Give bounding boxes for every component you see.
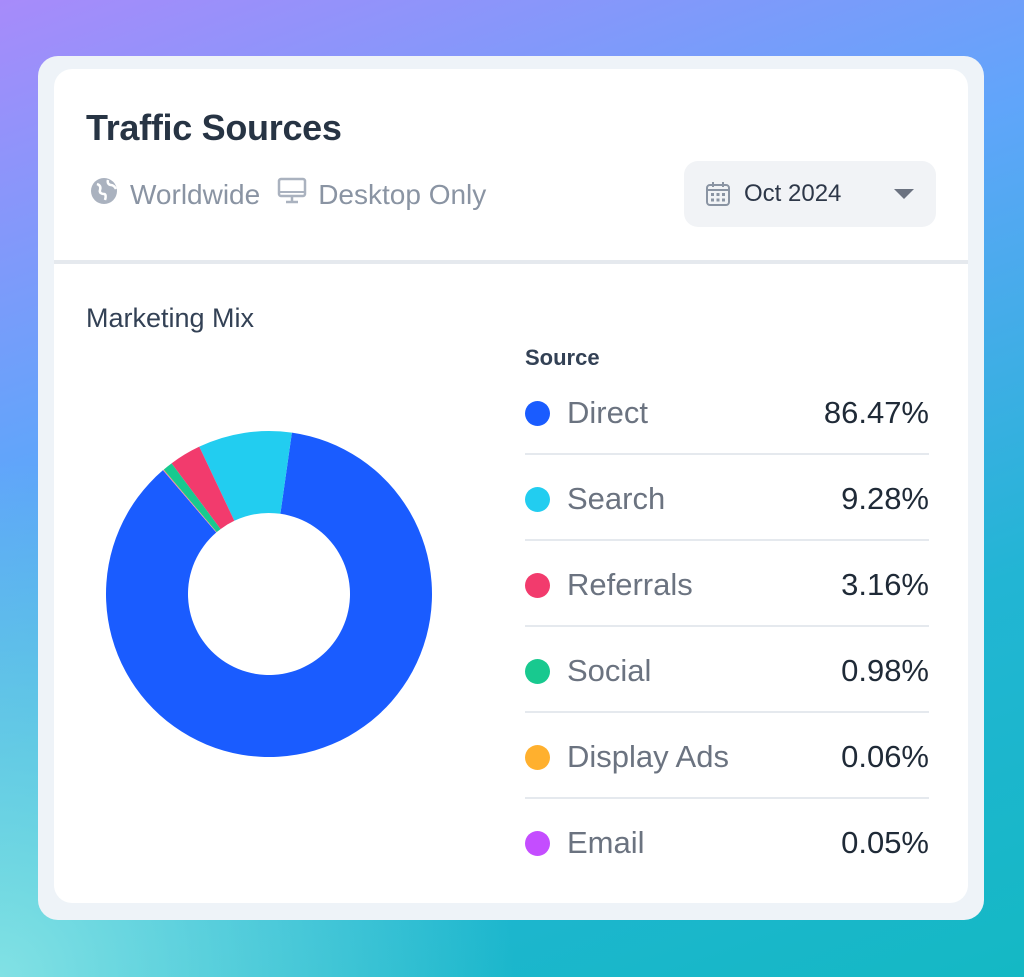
date-selector[interactable]: Oct 2024 [684, 161, 936, 227]
legend-row-direct[interactable]: Direct 86.47% [525, 369, 929, 455]
calendar-icon [704, 180, 732, 208]
card-title: Traffic Sources [86, 107, 342, 148]
legend-dot-display-ads [525, 745, 550, 770]
donut-slice-email[interactable] [162, 469, 217, 533]
monitor-icon [276, 175, 318, 214]
legend-value-direct: 86.47% [823, 395, 929, 430]
legend-dot-direct [525, 401, 550, 426]
legend-label-social: Social [567, 653, 652, 688]
legend-label-display-ads: Display Ads [567, 739, 729, 774]
filter-meta: Worldwide Desktop Only [88, 175, 502, 214]
device-filter: Desktop Only [276, 175, 486, 214]
legend-value-referrals: 3.16% [841, 567, 929, 602]
region-label: Worldwide [130, 178, 261, 210]
device-label: Desktop Only [318, 178, 487, 210]
donut-chart [106, 431, 433, 757]
legend-dot-email [525, 831, 550, 856]
legend-value-email: 0.05% [841, 825, 929, 860]
legend-dot-referrals [525, 573, 550, 598]
legend-label-direct: Direct [567, 395, 648, 430]
globe-icon [88, 175, 130, 214]
legend-value-search: 9.28% [841, 481, 929, 516]
legend-row-display-ads[interactable]: Display Ads 0.06% [525, 713, 929, 799]
date-label: Oct 2024 [744, 180, 842, 207]
legend-row-social[interactable]: Social 0.98% [525, 627, 929, 713]
region-filter: Worldwide [88, 175, 260, 214]
legend-row-search[interactable]: Search 9.28% [525, 455, 929, 541]
legend-label-email: Email [567, 825, 645, 860]
donut-slice-social[interactable] [163, 463, 221, 533]
legend-list: Direct 86.47% Search 9.28% Referrals 3.16% Soc… [525, 369, 929, 885]
legend-dot-search [525, 487, 550, 512]
donut-slice-direct[interactable] [106, 432, 433, 757]
legend-value-social: 0.98% [841, 653, 929, 688]
section-title: Marketing Mix [86, 303, 255, 333]
legend-label-search: Search [567, 481, 666, 516]
header-divider [54, 260, 968, 264]
legend-row-email[interactable]: Email 0.05% [525, 799, 929, 885]
donut-slice-referrals[interactable] [171, 446, 235, 530]
donut-slice-display-ads[interactable] [163, 469, 217, 533]
legend-label-referrals: Referrals [567, 567, 693, 602]
legend-row-referrals[interactable]: Referrals 3.16% [525, 541, 929, 627]
donut-slice-search[interactable] [199, 431, 292, 521]
legend-value-display-ads: 0.06% [841, 739, 929, 774]
legend-header: Source [525, 345, 600, 370]
legend-dot-social [525, 659, 550, 684]
traffic-sources-card: Traffic Sources Worldwide De [54, 69, 968, 903]
chevron-down-icon [894, 189, 914, 199]
